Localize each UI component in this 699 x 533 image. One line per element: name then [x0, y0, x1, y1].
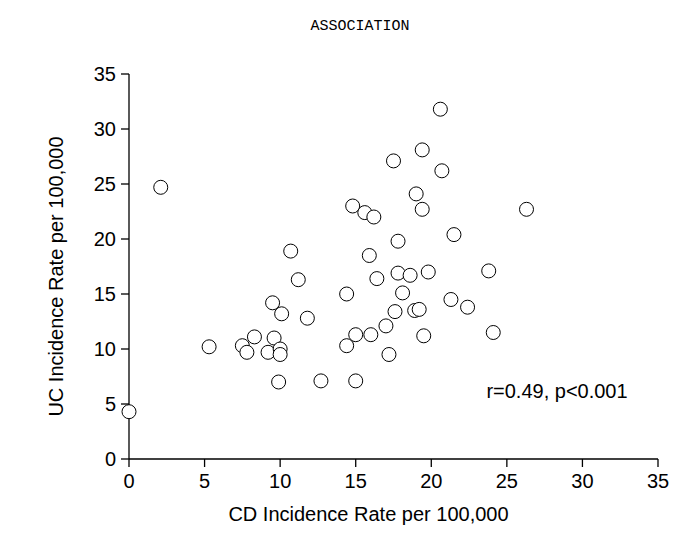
y-tick-label: 35 [94, 63, 116, 85]
x-tick [506, 459, 507, 467]
point [486, 326, 500, 340]
point [314, 374, 328, 388]
y-tick-label: 15 [94, 283, 116, 305]
point [275, 307, 289, 321]
point [391, 234, 405, 248]
x-tick-label: 25 [496, 470, 518, 492]
x-tick-label: 0 [123, 470, 134, 492]
y-tick [121, 348, 129, 349]
point [435, 164, 449, 178]
x-tick-label: 20 [420, 470, 442, 492]
chart: ASSOCIATION 0 5 10 15 20 25 30 35 0 5 10 15 20 25 30 35 C… [0, 0, 699, 533]
point [154, 180, 168, 194]
x-tick [204, 459, 205, 467]
x-axis-label: CD Incidence Rate per 100,000 [228, 503, 508, 525]
point [444, 293, 458, 307]
x-tick [582, 459, 583, 467]
x-axis [129, 458, 658, 459]
point [412, 302, 426, 316]
point [396, 286, 410, 300]
y-tick [121, 128, 129, 129]
point [367, 210, 381, 224]
point [387, 154, 401, 168]
x-tick [128, 459, 129, 467]
point [300, 311, 314, 325]
point [379, 319, 393, 333]
y-tick-label: 0 [105, 448, 116, 470]
y-tick-label: 20 [94, 228, 116, 250]
point [409, 187, 423, 201]
x-tick [657, 459, 658, 467]
point [349, 374, 363, 388]
point [362, 249, 376, 263]
point [447, 228, 461, 242]
point [340, 287, 354, 301]
y-tick-label: 5 [105, 393, 116, 415]
point [520, 202, 534, 216]
y-tick [121, 458, 129, 459]
x-tick-label: 5 [199, 470, 210, 492]
y-tick-label: 30 [94, 118, 116, 140]
point [364, 328, 378, 342]
y-tick [121, 183, 129, 184]
point [202, 340, 216, 354]
x-tick [279, 459, 280, 467]
x-tick-label: 35 [647, 470, 669, 492]
y-tick [121, 238, 129, 239]
y-axis [128, 74, 129, 459]
y-tick-label: 10 [94, 338, 116, 360]
point [247, 330, 261, 344]
title: ASSOCIATION [310, 18, 409, 35]
point [391, 266, 405, 280]
x-tick [355, 459, 356, 467]
x-tick-label: 10 [269, 470, 291, 492]
point [122, 405, 136, 419]
point [415, 143, 429, 157]
y-tick [121, 293, 129, 294]
point [415, 202, 429, 216]
y-tick-label: 25 [94, 173, 116, 195]
point [461, 300, 475, 314]
point [403, 268, 417, 282]
annotation: r=0.49, p<0.001 [486, 380, 627, 402]
point [417, 329, 431, 343]
x-tick-label: 30 [571, 470, 593, 492]
y-axis-label: UC Incidence Rate per 100,000 [45, 136, 67, 416]
point [482, 264, 496, 278]
point [273, 348, 287, 362]
point [382, 348, 396, 362]
point [240, 345, 254, 359]
x-tick-label: 15 [345, 470, 367, 492]
point [388, 305, 402, 319]
point [433, 102, 447, 116]
point [421, 265, 435, 279]
point [370, 272, 384, 286]
points [122, 102, 534, 419]
y-tick [121, 73, 129, 74]
point [284, 244, 298, 258]
point [272, 375, 286, 389]
x-tick [431, 459, 432, 467]
point [349, 328, 363, 342]
point [291, 273, 305, 287]
